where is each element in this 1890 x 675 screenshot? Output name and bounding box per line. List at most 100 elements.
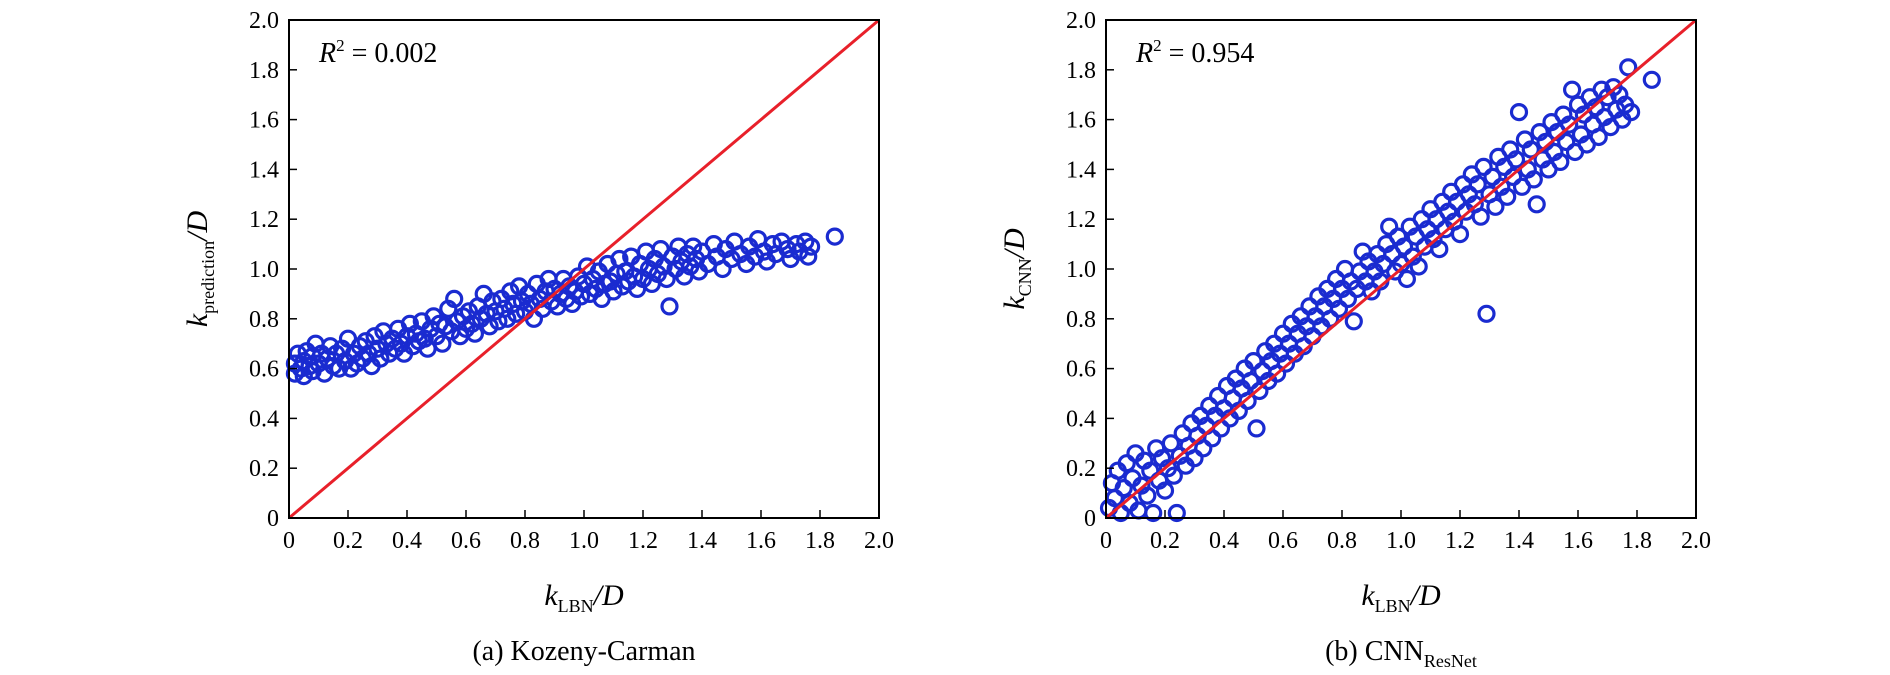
panel-b-data-point: [1551, 152, 1570, 171]
panel-b-data-point: [1380, 217, 1399, 236]
panel-b-y-tick-label: 0.8: [1066, 307, 1096, 333]
panel-b-y-tick-label: 0: [1084, 506, 1096, 532]
panel-a-data-point: [660, 297, 679, 316]
panel-a-y-tick-label: 1.8: [249, 58, 279, 84]
panel-b-y-tick-label: 1.8: [1066, 58, 1096, 84]
panel-b-data-point: [1486, 197, 1505, 216]
panel-b-data-point: [1509, 102, 1529, 122]
panel-a-x-axis-label: kLBN/D: [544, 579, 624, 616]
panel-a-data-point: [571, 287, 591, 306]
panel-b-data-point: [1329, 299, 1349, 318]
panel-b-data-point: [1557, 132, 1576, 152]
panel-b-data-point: [1185, 449, 1204, 468]
panel-b-data-point: [1560, 115, 1579, 134]
panel-b-data-point: [1642, 70, 1661, 89]
panel-b-data-point: [1621, 102, 1641, 122]
panel-b-data-point: [1338, 289, 1358, 308]
panel-a-x-tick-label: 0.8: [510, 528, 540, 554]
panel-b-y-tick-label: 0.4: [1066, 406, 1096, 432]
panel-b-data-point: [1138, 486, 1157, 505]
panel-b-data-point: [1203, 429, 1222, 448]
panel-b-data-point: [1498, 187, 1517, 206]
panel-a-ticks: 0 0.2 0.4 0.6 0.8 1.0 1.2 1.4 1.6 1.8 2.0 0 0.2 0.4 0.…: [249, 8, 894, 554]
panel-b-y-tick-label: 1.4: [1066, 157, 1096, 183]
panel-b-data-point: [1164, 466, 1183, 485]
panel-b-data-point: [1247, 419, 1266, 438]
panel-b-data-point: [1619, 58, 1638, 77]
panel-a-data-point: [825, 227, 844, 246]
panel-b-ticks: 0 0.2 0.4 0.6 0.8 1.0 1.2 1.4 1.6 1.8 2.0 0 0.2 0.4 0.…: [1066, 8, 1711, 554]
panel-b-data-point: [1586, 98, 1605, 117]
panel-a-data-point: [462, 314, 481, 333]
panel-a-y-tick-label: 1.4: [249, 157, 279, 183]
panel-a-data-point: [480, 317, 499, 336]
panel-b-reference-line: [1105, 18, 1697, 520]
panel-b-caption: (b) CNNResNet: [1325, 636, 1477, 671]
panel-a-caption: (a) Kozeny-Carman: [472, 636, 695, 667]
panel-b-y-tick-label: 1.2: [1066, 207, 1096, 233]
panel-b-data-point: [1144, 503, 1163, 523]
panel-b-data-point: [1141, 461, 1160, 480]
panel-b-data-point: [1244, 352, 1263, 371]
panel-a-x-tick-label: 1.8: [805, 528, 835, 554]
panel-b-x-tick-label: 0.2: [1150, 528, 1180, 554]
panel-b-y-tick-label: 2.0: [1066, 8, 1096, 34]
panel-a-r2-annotation: R2 = 0.002: [318, 36, 437, 69]
panel-b-data-point: [1521, 140, 1540, 159]
panel-b-x-tick-label: 0.8: [1327, 528, 1357, 554]
panel-a-data-point: [801, 237, 821, 256]
panel-b-data-point: [1344, 312, 1363, 331]
panel-b-data-point: [1238, 391, 1257, 411]
panel-a-data-point: [778, 240, 797, 259]
panel-a-y-tick-label: 1.0: [249, 257, 279, 283]
panel-a-data-point: [498, 309, 517, 328]
panel-a-data-point: [433, 334, 452, 353]
panel-b-y-tick-label: 1.0: [1066, 257, 1096, 283]
panel-b-data-point: [1506, 150, 1526, 169]
panel-b-data-point: [1167, 503, 1186, 523]
panel-b-x-tick-label: 1.4: [1504, 528, 1534, 554]
panel-a-x-tick-label: 1.6: [746, 528, 776, 554]
panel-b-data-point: [1471, 207, 1490, 226]
panel-b-data-point: [1155, 481, 1175, 500]
panel-b-data-point: [1503, 167, 1523, 186]
panel-a-x-tick-label: 2.0: [864, 528, 894, 554]
panel-a-y-tick-label: 0.8: [249, 307, 279, 333]
panel-a-data-point: [465, 324, 484, 343]
panel-a-x-tick-label: 1.4: [687, 528, 717, 554]
panel-b-data-point: [1161, 434, 1181, 453]
panel-b-data-point: [1250, 381, 1269, 401]
panel-a-x-tick-label: 0.6: [451, 528, 481, 554]
panel-a-data-point: [684, 237, 703, 256]
panel-b-x-tick-label: 1.2: [1445, 528, 1475, 554]
panel-b-r2-annotation: R2 = 0.954: [1135, 36, 1254, 69]
panel-b-data-point: [1477, 304, 1496, 323]
panel-a-x-tick-label: 0.2: [333, 528, 363, 554]
panel-b-data-point: [1362, 282, 1381, 301]
panel-b-x-tick-label: 0: [1100, 528, 1112, 554]
panel-a-reference-line: [288, 18, 880, 520]
panel-a-y-tick-label: 2.0: [249, 8, 279, 34]
panel-a-data-point: [654, 257, 673, 276]
panel-b-y-tick-label: 0.2: [1066, 456, 1096, 482]
panel-b-data-point: [1468, 175, 1487, 194]
panel-b-data-point: [1524, 170, 1543, 189]
panel-b-data-point: [1562, 80, 1582, 99]
panel-b-x-tick-label: 1.8: [1622, 528, 1652, 554]
panel-a-x-tick-label: 0.4: [392, 528, 422, 554]
panel-b-data-point: [1409, 257, 1428, 276]
panel-b-y-tick-label: 1.6: [1066, 108, 1096, 134]
panel-a-data-point: [713, 259, 732, 279]
panel-b-data-point: [1483, 167, 1502, 186]
panel-b-x-tick-label: 0.6: [1268, 528, 1298, 554]
panel-b-data-point: [1241, 371, 1260, 391]
panel-b-y-axis-label: kCNN/D: [998, 228, 1035, 310]
panel-a-x-tick-label: 0: [283, 528, 295, 554]
panel-a-y-tick-label: 0.2: [249, 456, 279, 482]
panel-b-data-point: [1267, 364, 1287, 383]
panel-b-data-point: [1527, 195, 1546, 214]
panel-b-data-point: [1450, 225, 1470, 244]
panel-b-y-tick-label: 0.6: [1066, 357, 1096, 383]
panel-b-x-tick-label: 1.6: [1563, 528, 1593, 554]
panel-b-data-point: [1394, 237, 1414, 256]
